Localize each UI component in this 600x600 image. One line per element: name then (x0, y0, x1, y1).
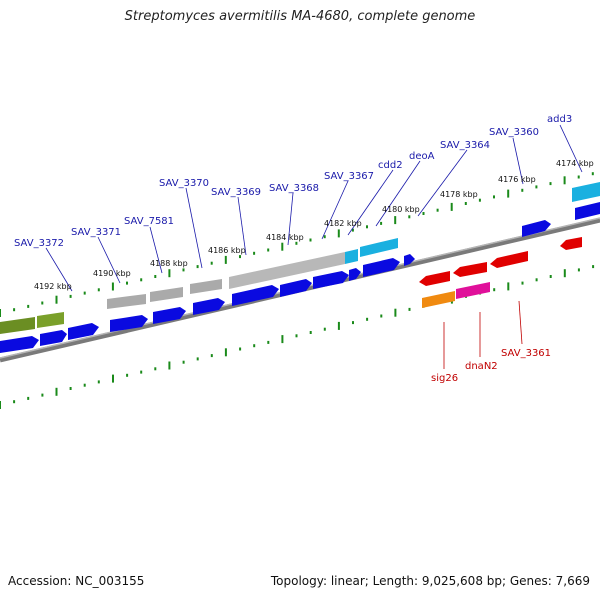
gene-label: dnaN2 (465, 361, 498, 372)
reverse-leaders (443, 300, 523, 369)
reverse-gene-labels: sig26 dnaN2 SAV_3361 (431, 348, 551, 384)
genome-stats-text: Topology: linear; Length: 9,025,608 bp; … (270, 574, 590, 588)
forward-cds (313, 271, 349, 289)
forward-cds (404, 254, 415, 266)
scale-labels: 4192 kbp 4190 kbp 4188 kbp 4186 kbp 4184… (34, 159, 594, 291)
gene-label: SAV_3370 (159, 178, 209, 189)
forward-cds (232, 285, 279, 306)
forward-cds (575, 202, 600, 220)
cyan-feature (572, 182, 600, 202)
gray-feature (190, 279, 222, 294)
forward-cds-track (0, 202, 600, 353)
gene-label: SAV_3367 (324, 171, 374, 182)
kbp-label: 4174 kbp (556, 159, 594, 168)
forward-cds (280, 279, 312, 297)
magenta-feature (456, 282, 490, 299)
forward-cds (0, 336, 39, 353)
reverse-cds (490, 251, 528, 268)
upper-tick-row (0, 172, 594, 317)
gray-feature (150, 287, 183, 302)
forward-cds (110, 315, 148, 332)
orange-feature (422, 291, 455, 308)
gene-label: SAV_3364 (440, 140, 490, 151)
gene-label: add3 (547, 114, 572, 125)
gene-label: SAV_3369 (211, 187, 261, 198)
gray-feature (107, 294, 146, 309)
forward-gene-labels: SAV_3372 SAV_3371 SAV_7581 SAV_3370 SAV_… (14, 114, 572, 249)
forward-cds (68, 323, 99, 340)
gene-label: deoA (409, 151, 435, 162)
reverse-cds (560, 237, 582, 250)
gene-label: SAV_3368 (269, 183, 319, 194)
forward-cds (522, 220, 551, 237)
forward-cds (363, 258, 400, 277)
map-title: Streptomyces avermitilis MA-4680, comple… (124, 9, 476, 24)
feature-track (0, 182, 600, 334)
reverse-cds (453, 262, 487, 277)
forward-cds (153, 307, 186, 324)
reverse-cds-track (419, 237, 582, 308)
olive-feature (0, 317, 35, 334)
kbp-label: 4182 kbp (324, 219, 362, 228)
gray-feature (229, 252, 345, 289)
gene-label: SAV_3361 (501, 348, 551, 359)
kbp-label: 4192 kbp (34, 282, 72, 291)
kbp-label: 4180 kbp (382, 205, 420, 214)
cyan-feature (360, 238, 398, 257)
gene-label: SAV_3360 (489, 127, 539, 138)
reverse-cds (419, 271, 450, 286)
kbp-label: 4176 kbp (498, 175, 536, 184)
cyan-feature (345, 249, 358, 264)
olive-feature (37, 312, 64, 328)
kbp-label: 4186 kbp (208, 246, 246, 255)
kbp-label: 4190 kbp (93, 269, 131, 278)
kbp-label: 4178 kbp (440, 190, 478, 199)
gene-label: SAV_7581 (124, 216, 174, 227)
kbp-label: 4188 kbp (150, 259, 188, 268)
gene-label: SAV_3372 (14, 238, 64, 249)
forward-leaders (45, 124, 583, 292)
accession-text: Accession: NC_003155 (8, 574, 145, 588)
forward-cds (40, 330, 67, 346)
kbp-label: 4184 kbp (266, 233, 304, 242)
forward-cds (193, 298, 225, 315)
gene-label: sig26 (431, 373, 458, 384)
forward-cds (349, 268, 361, 281)
gene-label: SAV_3371 (71, 227, 121, 238)
gene-label: cdd2 (378, 160, 403, 171)
